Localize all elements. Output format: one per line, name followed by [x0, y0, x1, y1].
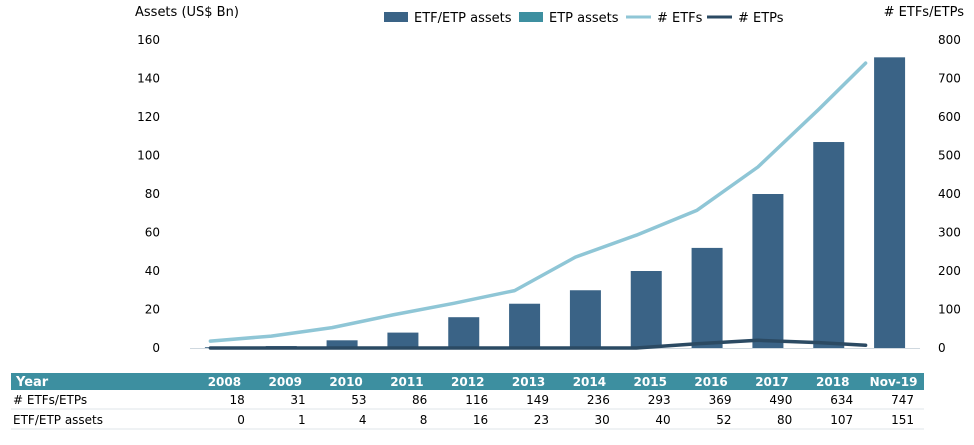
table-cell: 30: [595, 413, 610, 427]
table-cell: 18: [230, 393, 245, 407]
table-header-year: 2011: [390, 375, 423, 389]
table-cell: 369: [709, 393, 732, 407]
table-header-year: 2008: [208, 375, 241, 389]
bar-etf-etp-assets: [691, 247, 723, 348]
bar-etf-etp-assets: [752, 194, 784, 348]
table-cell: 747: [891, 393, 914, 407]
table-header-year: Nov-19: [870, 375, 918, 389]
bar-etf-etp-assets: [509, 303, 541, 348]
table-cell: 151: [891, 413, 914, 427]
bar-etf-etp-assets: [326, 340, 358, 348]
table-cell: 0: [237, 413, 245, 427]
table-cell: 23: [534, 413, 549, 427]
legend-etp-assets-label: ETP assets: [549, 11, 619, 26]
right-tick-label: 700: [938, 72, 961, 86]
bar-etf-etp-assets: [813, 142, 845, 348]
table-cell: 80: [777, 413, 792, 427]
bar-etf-etp-assets: [874, 57, 906, 348]
table-cell: 634: [830, 393, 853, 407]
right-tick-label: 200: [938, 264, 961, 278]
table-header-year: 2018: [816, 375, 849, 389]
table-cell: 8: [420, 413, 428, 427]
bar-etf-etp-assets: [630, 271, 662, 348]
table-header-label: Year: [15, 375, 49, 390]
table-cell: 490: [769, 393, 792, 407]
table-cell: 4: [359, 413, 367, 427]
bar-etf-etp-assets: [569, 290, 601, 348]
table-cell: 236: [587, 393, 610, 407]
left-tick-label: 80: [145, 187, 160, 201]
table-header-year: 2014: [573, 375, 606, 389]
right-tick-label: 500: [938, 149, 961, 163]
table-cell: 40: [655, 413, 670, 427]
table-header-year: 2010: [329, 375, 362, 389]
table-row-label: # ETFs/ETPs: [13, 393, 87, 407]
left-axis-title: Assets (US$ Bn): [135, 5, 239, 20]
table-row-label: ETF/ETP assets: [13, 413, 103, 427]
left-tick-label: 120: [137, 110, 160, 124]
table-header-year: 2013: [512, 375, 545, 389]
right-axis-title: # ETFs/ETPs: [884, 5, 965, 20]
left-tick-label: 140: [137, 72, 160, 86]
table-cell: 116: [465, 393, 488, 407]
legend-etf-etp-assets-swatch: [384, 12, 408, 22]
right-tick-label: 300: [938, 226, 961, 240]
legend-etfs-label: # ETFs: [657, 11, 703, 26]
legend-etps-label: # ETPs: [738, 11, 784, 26]
line-etps: [208, 338, 868, 350]
table-cell: 86: [412, 393, 427, 407]
table-header-year: 2015: [634, 375, 667, 389]
table-header-year: 2012: [451, 375, 484, 389]
right-tick-label: 100: [938, 303, 961, 317]
table-header-year: 2016: [694, 375, 727, 389]
left-tick-label: 60: [145, 226, 160, 240]
left-tick-label: 20: [145, 303, 160, 317]
right-tick-label: 0: [938, 341, 946, 355]
line-etfs: [208, 61, 868, 343]
table-cell: 52: [716, 413, 731, 427]
table-cell: 1: [298, 413, 306, 427]
table-header-year: 2017: [755, 375, 788, 389]
bar-etf-etp-assets: [387, 332, 419, 348]
right-tick-label: 400: [938, 187, 961, 201]
table-cell: 107: [830, 413, 853, 427]
left-tick-label: 100: [137, 149, 160, 163]
legend-etf-etp-assets-label: ETF/ETP assets: [414, 11, 512, 26]
bar-etf-etp-assets: [448, 317, 480, 348]
table-cell: 149: [526, 393, 549, 407]
legend-etp-assets-swatch: [519, 12, 543, 22]
table-header-band: [11, 373, 924, 390]
table-header-year: 2009: [269, 375, 302, 389]
table-cell: 16: [473, 413, 488, 427]
left-tick-label: 0: [152, 341, 160, 355]
table-cell: 31: [290, 393, 305, 407]
right-tick-label: 800: [938, 33, 961, 47]
right-tick-label: 600: [938, 110, 961, 124]
left-tick-label: 160: [137, 33, 160, 47]
table-cell: 293: [648, 393, 671, 407]
left-tick-label: 40: [145, 264, 160, 278]
table-cell: 53: [351, 393, 366, 407]
